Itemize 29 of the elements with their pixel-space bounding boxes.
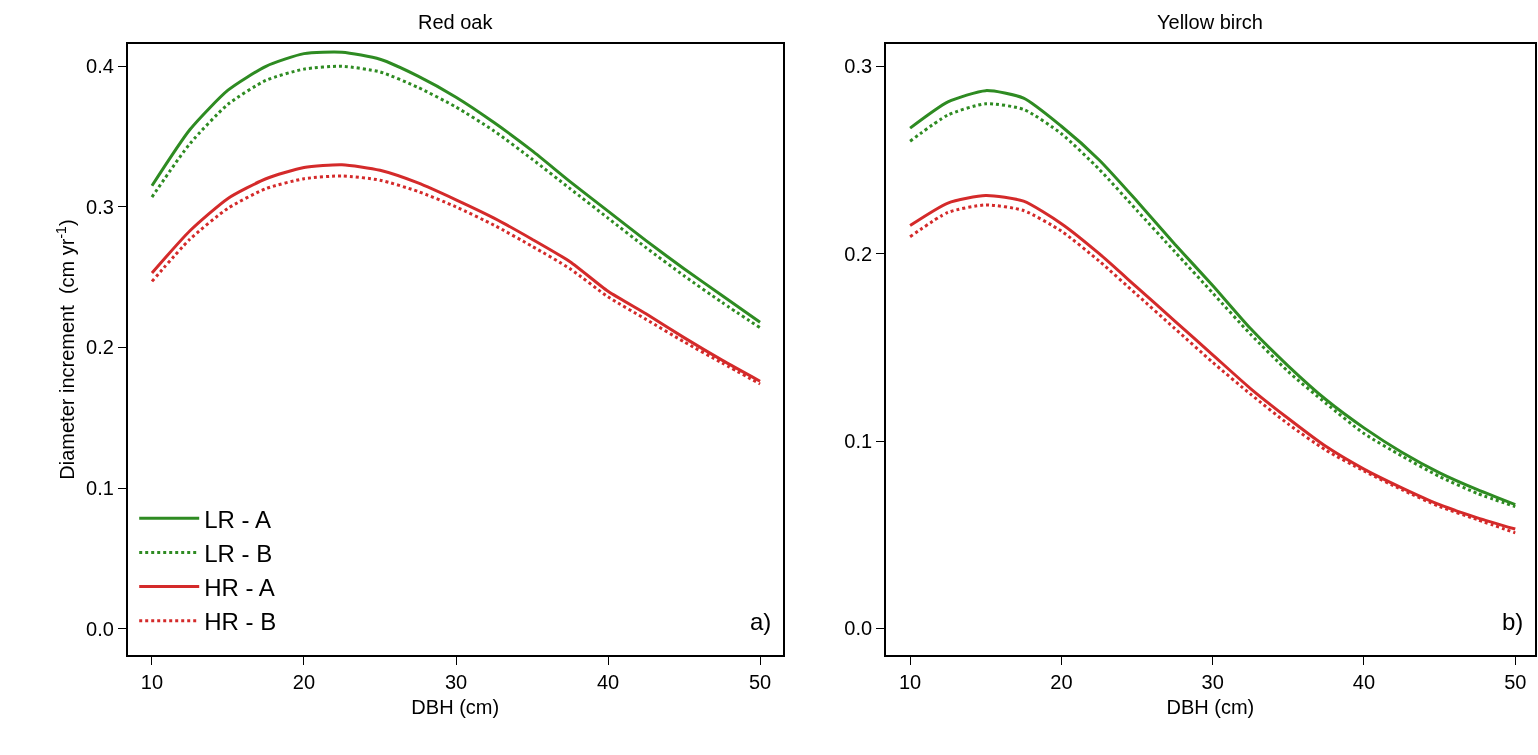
y-tick-label: 0.3 <box>844 55 873 78</box>
x-axis-title: DBH (cm) <box>411 696 500 719</box>
x-tick-label: 30 <box>1201 671 1224 694</box>
y-tick-label: 0.2 <box>86 336 114 359</box>
x-tick-label: 50 <box>1504 671 1527 694</box>
y-tick-label: 0.0 <box>844 617 873 640</box>
chart-title: Red oak <box>418 11 494 33</box>
y-tick-label: 0.0 <box>86 617 114 640</box>
x-tick-label: 20 <box>292 671 316 694</box>
y-tick-label: 0.1 <box>844 430 873 452</box>
x-tick-label: 50 <box>748 671 772 694</box>
chart-title: Yellow birch <box>1157 11 1263 33</box>
legend-label: LR - B <box>204 539 273 567</box>
y-tick-label: 0.4 <box>86 55 114 78</box>
x-tick-label: 10 <box>140 671 164 694</box>
legend-label: HR - B <box>204 608 277 636</box>
annotation: a) <box>750 608 772 635</box>
legend-label: HR - A <box>204 573 275 601</box>
x-tick-label: 20 <box>1050 671 1073 694</box>
x-tick-label: 10 <box>898 671 922 694</box>
y-tick-label: 0.1 <box>86 477 114 500</box>
y-tick-label: 0.2 <box>844 242 873 265</box>
x-tick-label: 40 <box>1352 671 1376 694</box>
x-tick-label: 30 <box>444 671 468 694</box>
x-tick-label: 40 <box>596 671 620 694</box>
x-axis-title: DBH (cm) <box>1166 696 1255 719</box>
y-tick-label: 0.3 <box>86 195 114 218</box>
legend-label: LR - A <box>204 505 271 533</box>
annotation: b) <box>1502 608 1524 635</box>
